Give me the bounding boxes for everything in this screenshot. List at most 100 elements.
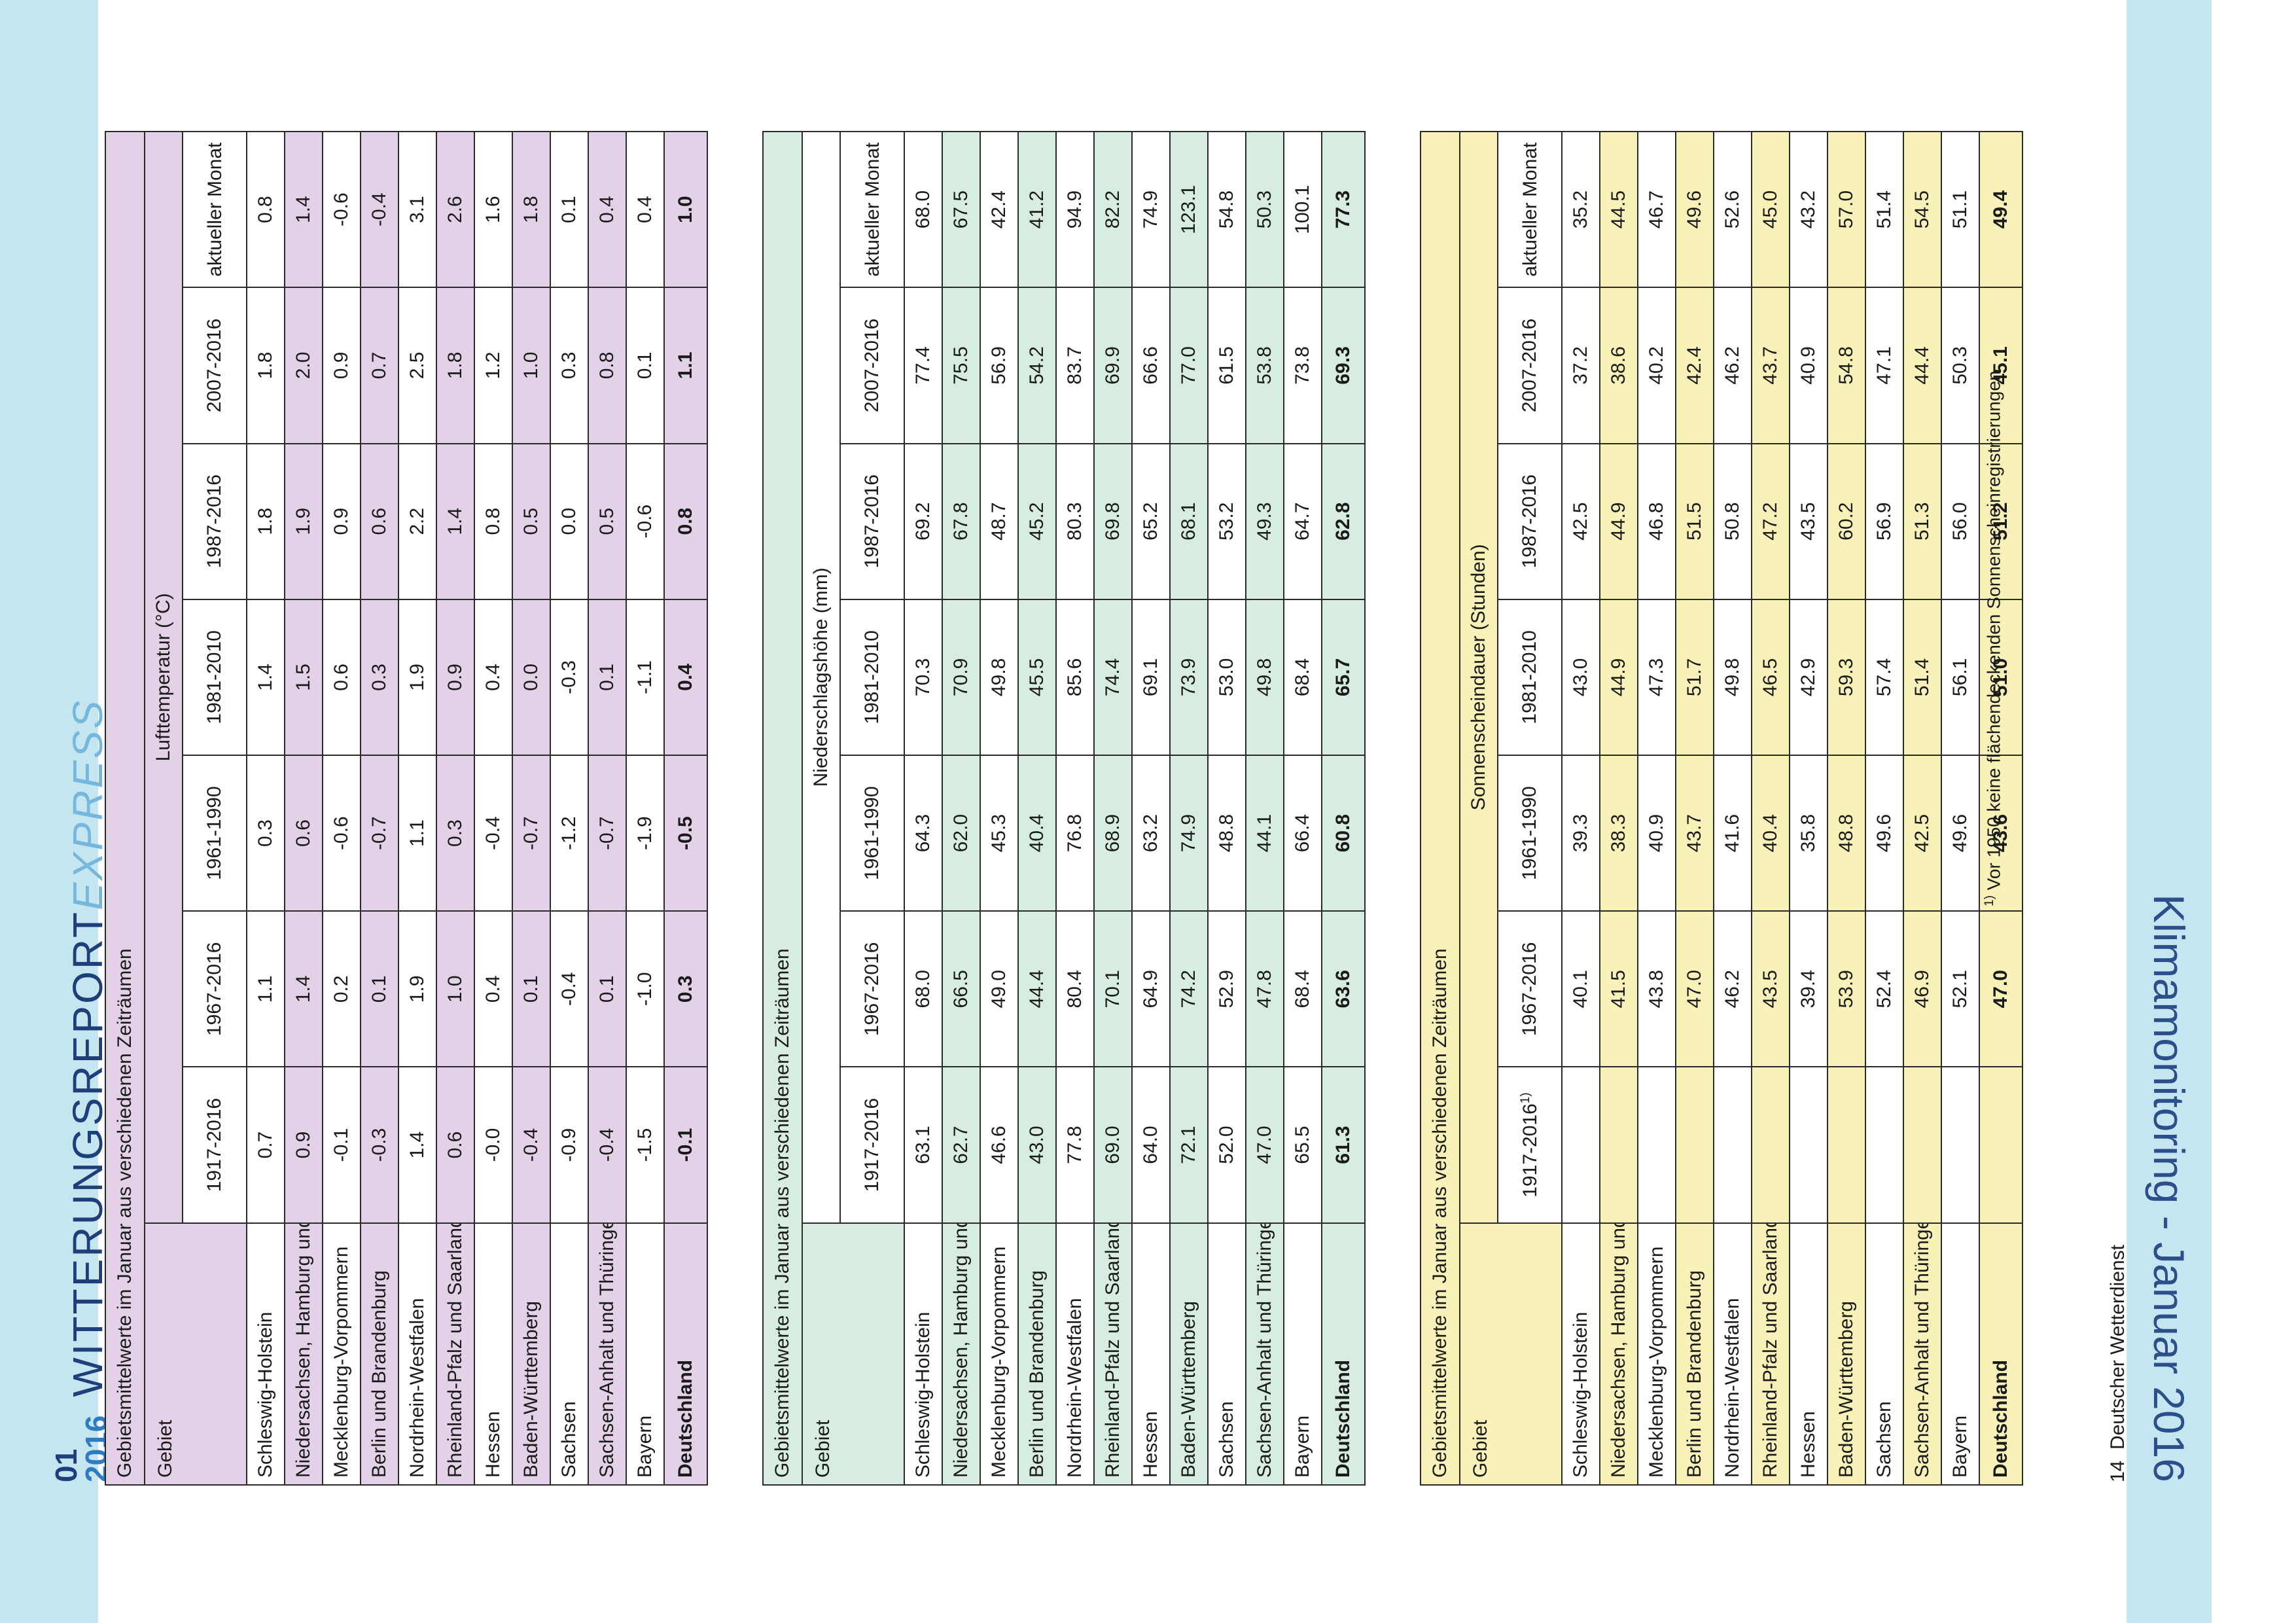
value-cell: 1.0 [512,287,550,444]
value-cell: 44.1 [1246,755,1284,912]
col-header: 1961-1990 [1498,755,1562,912]
value-cell [1752,1067,1790,1223]
value-cell: 51.1 [1941,132,1979,288]
value-cell: 69.2 [904,443,942,599]
value-cell: 0.3 [550,287,588,444]
value-cell: 1.4 [285,911,323,1067]
table-row: Nordrhein-Westfalen 77.8 80.4 76.8 85.6 80.3 8… [1056,132,1094,1485]
value-cell: 40.4 [1752,755,1790,912]
value-cell: -0.6 [323,132,361,288]
value-cell: 54.8 [1828,287,1865,444]
footnote: 1) Vor 1950 keine flächendeckenden Sonne… [1983,366,2004,906]
table-row: Berlin und Brandenburg 43.0 44.4 40.4 45.5 45… [1018,132,1056,1485]
value-cell: -1.9 [626,755,664,912]
table-row: Bayern 65.5 68.4 66.4 68.4 64.7 73.8 100.1 [1284,132,1322,1485]
value-cell: 51.4 [1865,132,1903,288]
value-cell: -0.7 [512,755,550,912]
value-cell: 49.0 [980,911,1018,1067]
value-cell: 100.1 [1284,132,1322,288]
value-cell: 47.8 [1246,911,1284,1067]
value-cell: -0.9 [550,1067,588,1223]
value-cell: 37.2 [1562,287,1600,444]
value-cell: 44.4 [1903,287,1941,444]
table-row: Rheinland-Pfalz und Saarland 0.6 1.0 0.3 0.9… [436,132,474,1485]
value-cell: -0.1 [323,1067,361,1223]
table-row: Sachsen-Anhalt und Thüringen 47.0 47.8 44.1… [1246,132,1284,1485]
value-cell: 69.8 [1094,443,1132,599]
value-cell: 40.9 [1790,287,1828,444]
table-row: Baden-Württemberg -0.4 0.1 -0.7 0.0 0.5 1.0 1.8 [512,132,550,1485]
value-cell: 47.3 [1638,599,1676,755]
col-header: 2007-2016 [1498,287,1562,444]
value-cell: 68.1 [1170,443,1208,599]
issue-block: 01 2016 [49,1416,113,1482]
table-row: Sachsen 52.4 49.6 57.4 56.9 47.1 51.4 [1865,132,1903,1485]
table-caption: Gebietsmittelwerte im Januar aus verschi… [763,132,802,1485]
value-cell: 42.5 [1903,755,1941,912]
value-cell: -0.4 [588,1067,626,1223]
value-cell: 69.9 [1094,287,1132,444]
value-cell [1714,1067,1752,1223]
region-name: Deutschland [1322,1222,1365,1485]
value-cell: 43.2 [1790,132,1828,288]
value-cell: 0.4 [626,132,664,288]
value-cell: 68.0 [904,132,942,288]
region-name: Baden-Württemberg [1170,1222,1208,1485]
value-cell: 49.6 [1865,755,1903,912]
value-cell: -0.4 [550,911,588,1067]
value-cell: 0.0 [550,443,588,599]
value-cell: 62.7 [942,1067,980,1223]
value-cell: 69.0 [1094,1067,1132,1223]
value-cell: 0.6 [436,1067,474,1223]
value-cell: 77.0 [1170,287,1208,444]
value-cell: 47.0 [1979,911,2022,1067]
value-cell: 1.6 [474,132,512,288]
value-cell: 77.8 [1056,1067,1094,1223]
col-header: aktueller Monat [840,132,904,288]
value-cell: 52.0 [1208,1067,1246,1223]
parameter-header: Niederschlagshöhe (mm) [802,132,840,1223]
col-header: 1987-2016 [840,443,904,599]
value-cell: 0.1 [361,911,398,1067]
region-name: Rheinland-Pfalz und Saarland [1094,1222,1132,1485]
value-cell: 2.5 [398,287,436,444]
region-name: Sachsen [1865,1222,1903,1485]
value-cell: 49.8 [1246,599,1284,755]
value-cell: -0.6 [323,755,361,912]
value-cell: 49.4 [1979,132,2022,288]
table-caption: Gebietsmittelwerte im Januar aus verschi… [1421,132,1460,1485]
value-cell: 73.9 [1170,599,1208,755]
value-cell: -0.3 [361,1067,398,1223]
value-cell: -0.5 [664,755,707,912]
table-row: Schleswig-Holstein 40.1 39.3 43.0 42.5 37.2 35… [1562,132,1600,1485]
value-cell: 44.9 [1600,443,1638,599]
region-name: Niedersachsen, Hamburg und Bremen [285,1222,323,1485]
value-cell: 0.9 [285,1067,323,1223]
value-cell: 0.9 [323,287,361,444]
value-cell: 52.4 [1865,911,1903,1067]
value-cell: 1.4 [247,599,285,755]
region-name: Sachsen-Anhalt und Thüringen [588,1222,626,1485]
value-cell: 56.0 [1941,443,1979,599]
table-row: Sachsen -0.9 -0.4 -1.2 -0.3 0.0 0.3 0.1 [550,132,588,1485]
value-cell: 1.0 [436,911,474,1067]
value-cell: 66.6 [1132,287,1170,444]
value-cell: 0.8 [588,287,626,444]
region-name: Baden-Württemberg [512,1222,550,1485]
value-cell: 53.9 [1828,911,1865,1067]
value-cell: 45.2 [1018,443,1056,599]
value-cell: 48.7 [980,443,1018,599]
table-row: Sachsen 52.0 52.9 48.8 53.0 53.2 61.5 54.8 [1208,132,1246,1485]
col-header: 1987-2016 [183,443,247,599]
value-cell: 46.2 [1714,911,1752,1067]
value-cell: 52.1 [1941,911,1979,1067]
table-row: Niedersachsen, Hamburg und Bremen 0.9 1.4 0… [285,132,323,1485]
value-cell: 42.4 [1676,287,1714,444]
value-cell: 42.9 [1790,599,1828,755]
value-cell: 44.9 [1600,599,1638,755]
value-cell: 70.1 [1094,911,1132,1067]
value-cell [1562,1067,1600,1223]
table-row: Mecklenburg-Vorpommern 46.6 49.0 45.3 49.8 48… [980,132,1018,1485]
region-name: Hessen [474,1222,512,1485]
value-cell: -0.7 [588,755,626,912]
